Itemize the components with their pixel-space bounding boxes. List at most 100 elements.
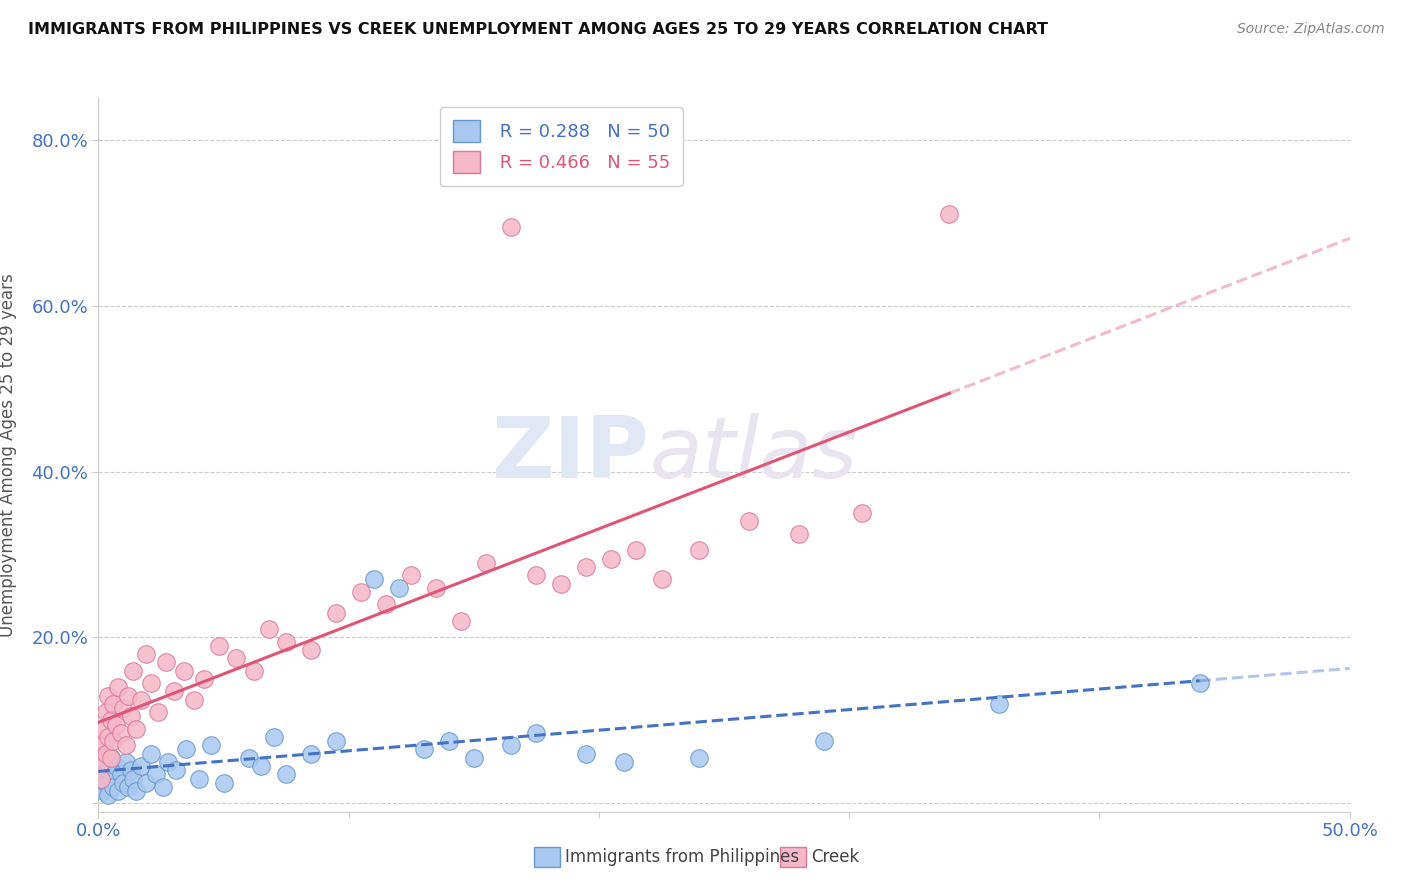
Point — [938, 207, 960, 221]
Point — [501, 739, 523, 753]
Point — [100, 714, 122, 728]
Point — [129, 692, 152, 706]
Point — [100, 751, 122, 765]
Point — [97, 730, 120, 744]
Point — [425, 581, 447, 595]
Point — [738, 514, 761, 528]
Point — [93, 739, 115, 753]
Point — [90, 767, 112, 781]
Point — [401, 568, 423, 582]
Point — [157, 755, 180, 769]
Point — [117, 780, 139, 794]
Point — [263, 730, 285, 744]
Point — [110, 767, 132, 781]
Point — [550, 576, 572, 591]
Point — [100, 772, 122, 786]
Point — [112, 701, 135, 715]
Point — [104, 759, 127, 773]
Point — [122, 664, 145, 678]
Point — [129, 759, 152, 773]
Point — [299, 643, 322, 657]
Point — [475, 556, 498, 570]
Point — [139, 676, 162, 690]
Point — [94, 775, 117, 789]
Point — [450, 614, 472, 628]
Point — [94, 705, 117, 719]
Point — [463, 751, 485, 765]
Point — [120, 763, 142, 777]
Point — [112, 775, 135, 789]
Text: Creek: Creek — [811, 848, 859, 866]
Point — [93, 784, 115, 798]
Point — [117, 689, 139, 703]
Point — [173, 664, 195, 678]
Point — [93, 722, 115, 736]
Point — [187, 772, 209, 786]
Point — [787, 526, 810, 541]
Point — [325, 606, 347, 620]
Point — [93, 755, 115, 769]
Point — [120, 709, 142, 723]
Y-axis label: Unemployment Among Ages 25 to 29 years: Unemployment Among Ages 25 to 29 years — [0, 273, 17, 637]
Point — [813, 734, 835, 748]
Point — [212, 775, 235, 789]
Point — [575, 560, 598, 574]
Point — [250, 759, 273, 773]
Point — [200, 739, 222, 753]
Point — [375, 597, 398, 611]
Point — [575, 747, 598, 761]
Point — [524, 568, 547, 582]
Point — [412, 742, 434, 756]
Point — [350, 584, 373, 599]
Point — [125, 722, 148, 736]
Point — [988, 697, 1011, 711]
Legend:  R = 0.288   N = 50,  R = 0.466   N = 55: R = 0.288 N = 50, R = 0.466 N = 55 — [440, 107, 683, 186]
Text: IMMIGRANTS FROM PHILIPPINES VS CREEK UNEMPLOYMENT AMONG AGES 25 TO 29 YEARS CORR: IMMIGRANTS FROM PHILIPPINES VS CREEK UNE… — [28, 22, 1047, 37]
Point — [501, 219, 523, 234]
Point — [225, 651, 247, 665]
Point — [174, 742, 197, 756]
Point — [97, 763, 120, 777]
Point — [162, 684, 184, 698]
Point — [107, 680, 129, 694]
Point — [257, 622, 280, 636]
Point — [626, 543, 648, 558]
Point — [152, 780, 174, 794]
Point — [103, 780, 125, 794]
Point — [183, 692, 205, 706]
Point — [613, 755, 636, 769]
Point — [363, 573, 385, 587]
Point — [437, 734, 460, 748]
Point — [165, 763, 187, 777]
Point — [242, 664, 264, 678]
Point — [193, 672, 215, 686]
Point — [104, 717, 127, 731]
Point — [90, 780, 112, 794]
Point — [148, 705, 170, 719]
Point — [97, 788, 120, 802]
Point — [238, 751, 260, 765]
Text: Source: ZipAtlas.com: Source: ZipAtlas.com — [1237, 22, 1385, 37]
Point — [650, 573, 672, 587]
Point — [110, 726, 132, 740]
Point — [103, 734, 125, 748]
Point — [94, 747, 117, 761]
Point — [145, 767, 167, 781]
Point — [274, 634, 298, 648]
Point — [207, 639, 229, 653]
Point — [851, 506, 873, 520]
Point — [688, 751, 710, 765]
Point — [600, 551, 623, 566]
Point — [524, 726, 547, 740]
Point — [94, 747, 117, 761]
Point — [107, 784, 129, 798]
Text: ZIP: ZIP — [491, 413, 650, 497]
Point — [125, 784, 148, 798]
Point — [135, 775, 157, 789]
Point — [122, 772, 145, 786]
Point — [274, 767, 298, 781]
Point — [97, 689, 120, 703]
Point — [103, 697, 125, 711]
Point — [90, 755, 112, 769]
Point — [325, 734, 347, 748]
